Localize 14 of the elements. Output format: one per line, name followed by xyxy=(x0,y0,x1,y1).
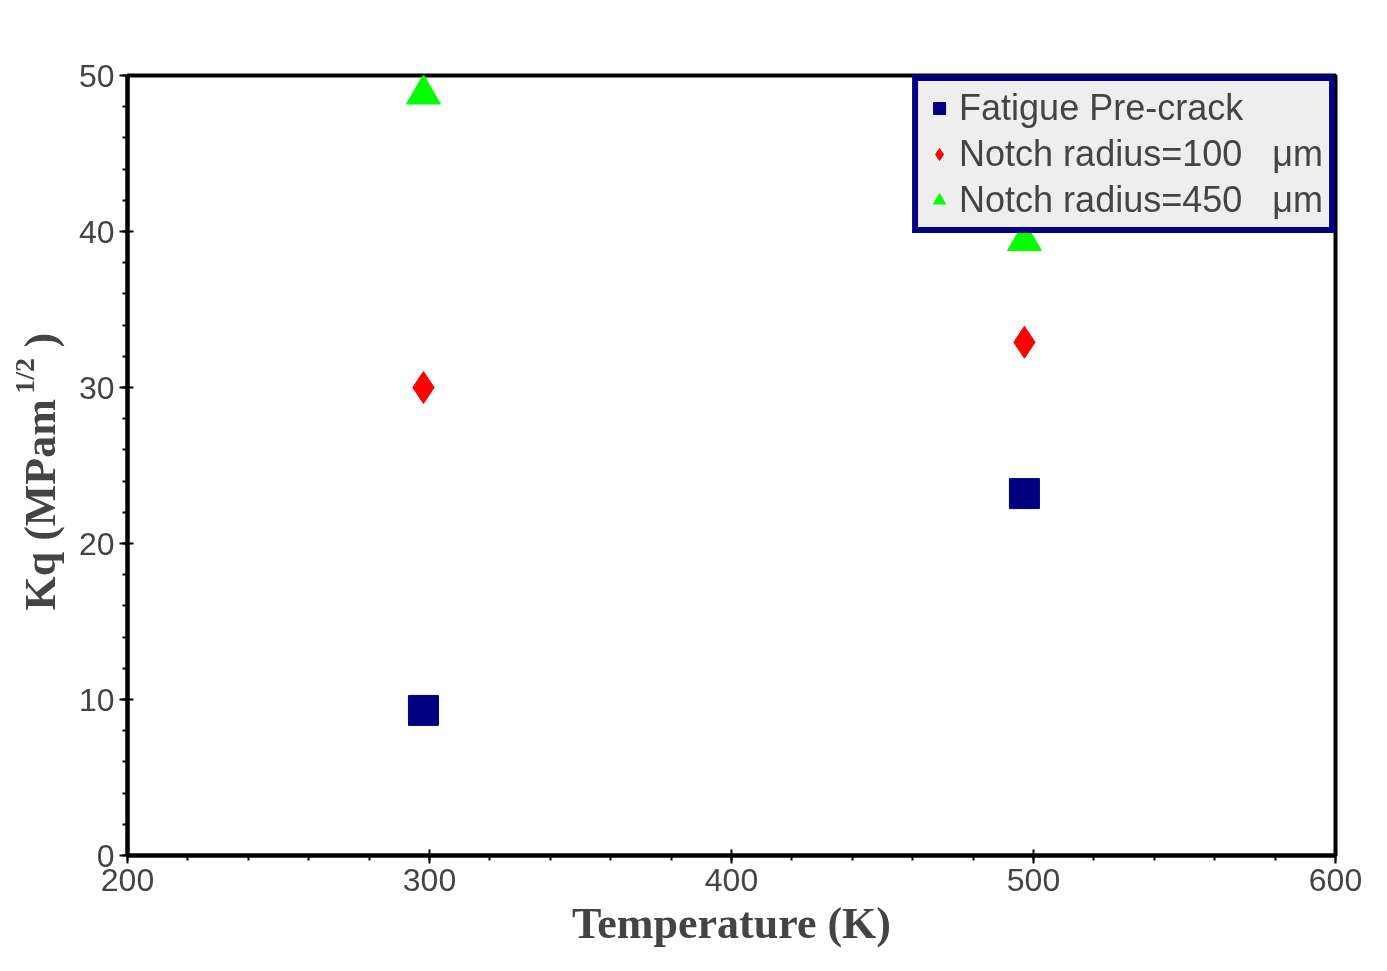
y-tick-label: 50 xyxy=(78,57,115,94)
x-tick-label: 400 xyxy=(704,861,759,898)
y-tick-label: 30 xyxy=(78,369,115,406)
y-tick-label: 10 xyxy=(78,681,115,718)
y-axis-title: Kq (MPam1/2) xyxy=(8,332,65,611)
legend-label: Fatigue Pre-crack xyxy=(959,87,1244,129)
legend-label: Notch radius=450 μm xyxy=(959,179,1323,221)
x-tick-label: 600 xyxy=(1308,861,1363,898)
y-tick-label: 20 xyxy=(78,525,115,562)
y-tick-label: 40 xyxy=(78,213,115,250)
legend-label: Notch radius=100 μm xyxy=(959,133,1323,175)
x-tick-label: 300 xyxy=(402,861,457,898)
x-tick-label: 500 xyxy=(1006,861,1061,898)
x-axis-title: Temperature (K) xyxy=(572,898,891,948)
